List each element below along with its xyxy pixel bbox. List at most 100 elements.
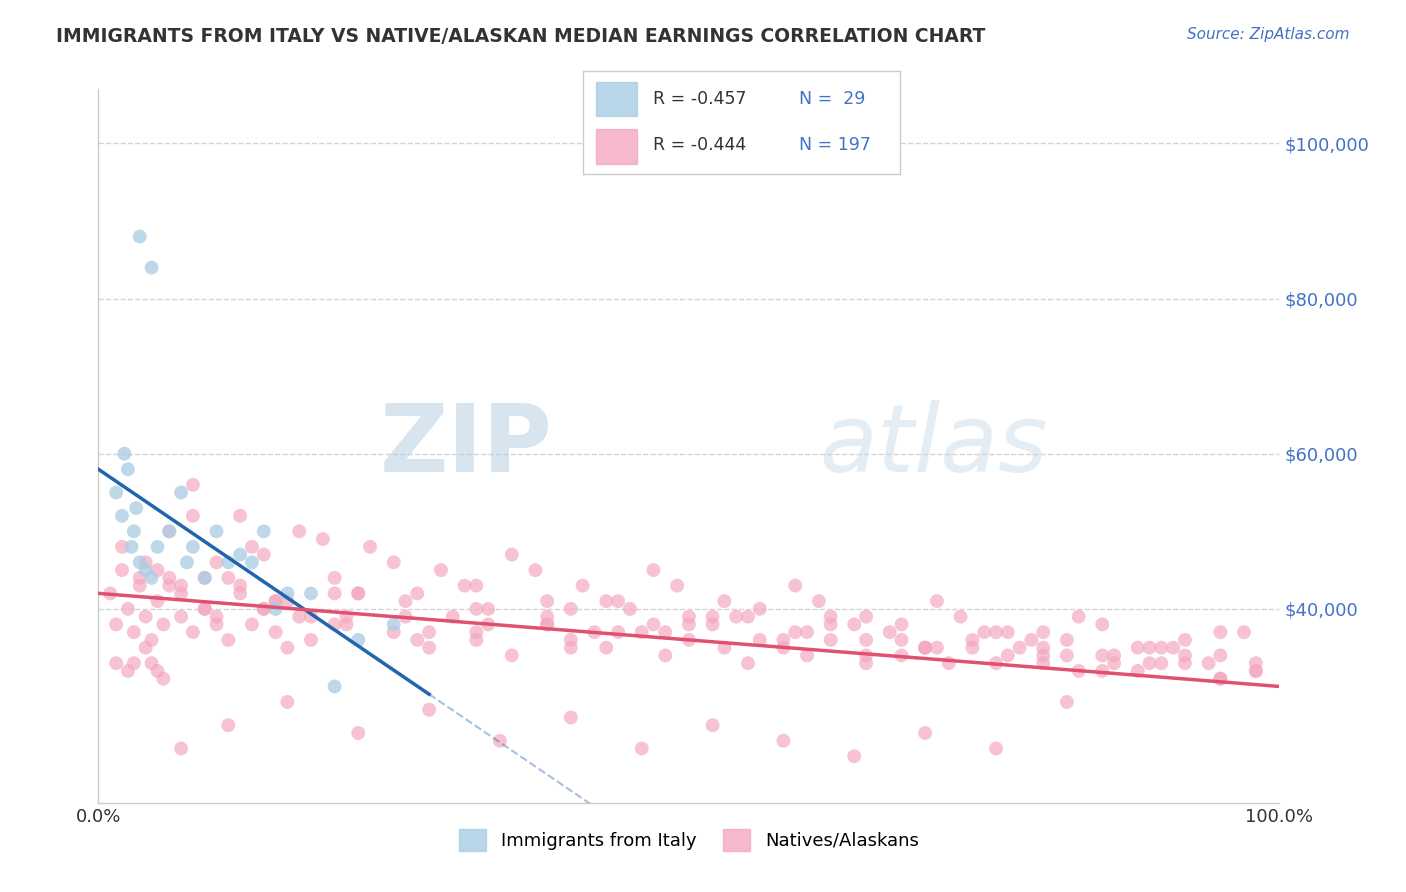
Point [288,524,311,539]
Point [536,617,558,632]
Point [229,586,252,600]
Point [890,617,912,632]
Point [128,571,150,585]
Point [299,609,322,624]
Point [855,648,877,663]
Point [299,632,322,647]
Point [796,625,818,640]
Point [772,632,794,647]
Point [607,625,630,640]
Point [524,563,547,577]
Point [1209,672,1232,686]
Point [1244,664,1267,678]
Point [560,602,582,616]
Point [141,656,163,670]
Point [536,609,558,624]
Text: atlas: atlas [818,401,1047,491]
Point [217,632,239,647]
Point [785,625,807,640]
Point [1161,640,1184,655]
Point [997,625,1019,640]
Point [323,680,346,694]
Point [406,632,429,647]
Point [194,602,217,616]
Point [217,571,239,585]
Point [181,477,204,491]
Point [820,609,842,624]
Point [796,648,818,663]
Point [536,594,558,608]
Point [170,609,193,624]
Point [170,586,193,600]
Point [1102,648,1125,663]
Point [1209,672,1232,686]
Point [1126,664,1149,678]
Point [844,749,866,764]
Point [654,648,676,663]
Point [264,625,287,640]
Point [141,260,163,275]
Point [501,548,523,562]
Point [288,609,311,624]
Point [962,640,984,655]
Point [105,485,128,500]
Point [748,602,770,616]
Point [949,609,972,624]
Point [501,648,523,663]
Point [347,586,370,600]
Point [1056,648,1078,663]
Point [571,579,593,593]
Point [643,617,665,632]
Point [702,617,724,632]
Point [335,617,357,632]
Point [217,555,239,569]
Point [253,524,276,539]
Point [737,609,759,624]
Y-axis label: Median Earnings: Median Earnings [0,371,8,521]
Point [879,625,901,640]
Point [117,462,139,476]
Point [772,733,794,747]
Point [359,540,381,554]
Point [181,540,204,554]
Point [382,555,405,569]
Point [1244,656,1267,670]
Point [335,609,357,624]
Point [1209,625,1232,640]
Point [1091,664,1114,678]
Point [702,609,724,624]
Point [135,609,157,624]
Point [128,579,150,593]
Point [453,579,475,593]
Point [1150,640,1173,655]
Point [441,609,464,624]
Point [807,594,830,608]
Text: N =  29: N = 29 [799,90,865,108]
Point [121,540,143,554]
Point [997,648,1019,663]
Point [914,726,936,740]
Point [820,617,842,632]
Point [146,664,169,678]
Point [128,229,150,244]
Point [394,594,416,608]
Point [678,617,700,632]
Point [194,571,217,585]
Point [890,648,912,663]
Point [146,594,169,608]
Point [181,508,204,523]
Point [347,586,370,600]
Point [105,656,128,670]
Point [619,602,641,616]
Point [347,632,370,647]
Point [146,540,169,554]
Point [323,617,346,632]
Point [583,625,606,640]
Point [240,617,263,632]
Point [111,508,134,523]
Point [157,571,180,585]
Point [925,594,948,608]
Point [253,548,276,562]
Point [630,625,652,640]
Point [229,508,252,523]
